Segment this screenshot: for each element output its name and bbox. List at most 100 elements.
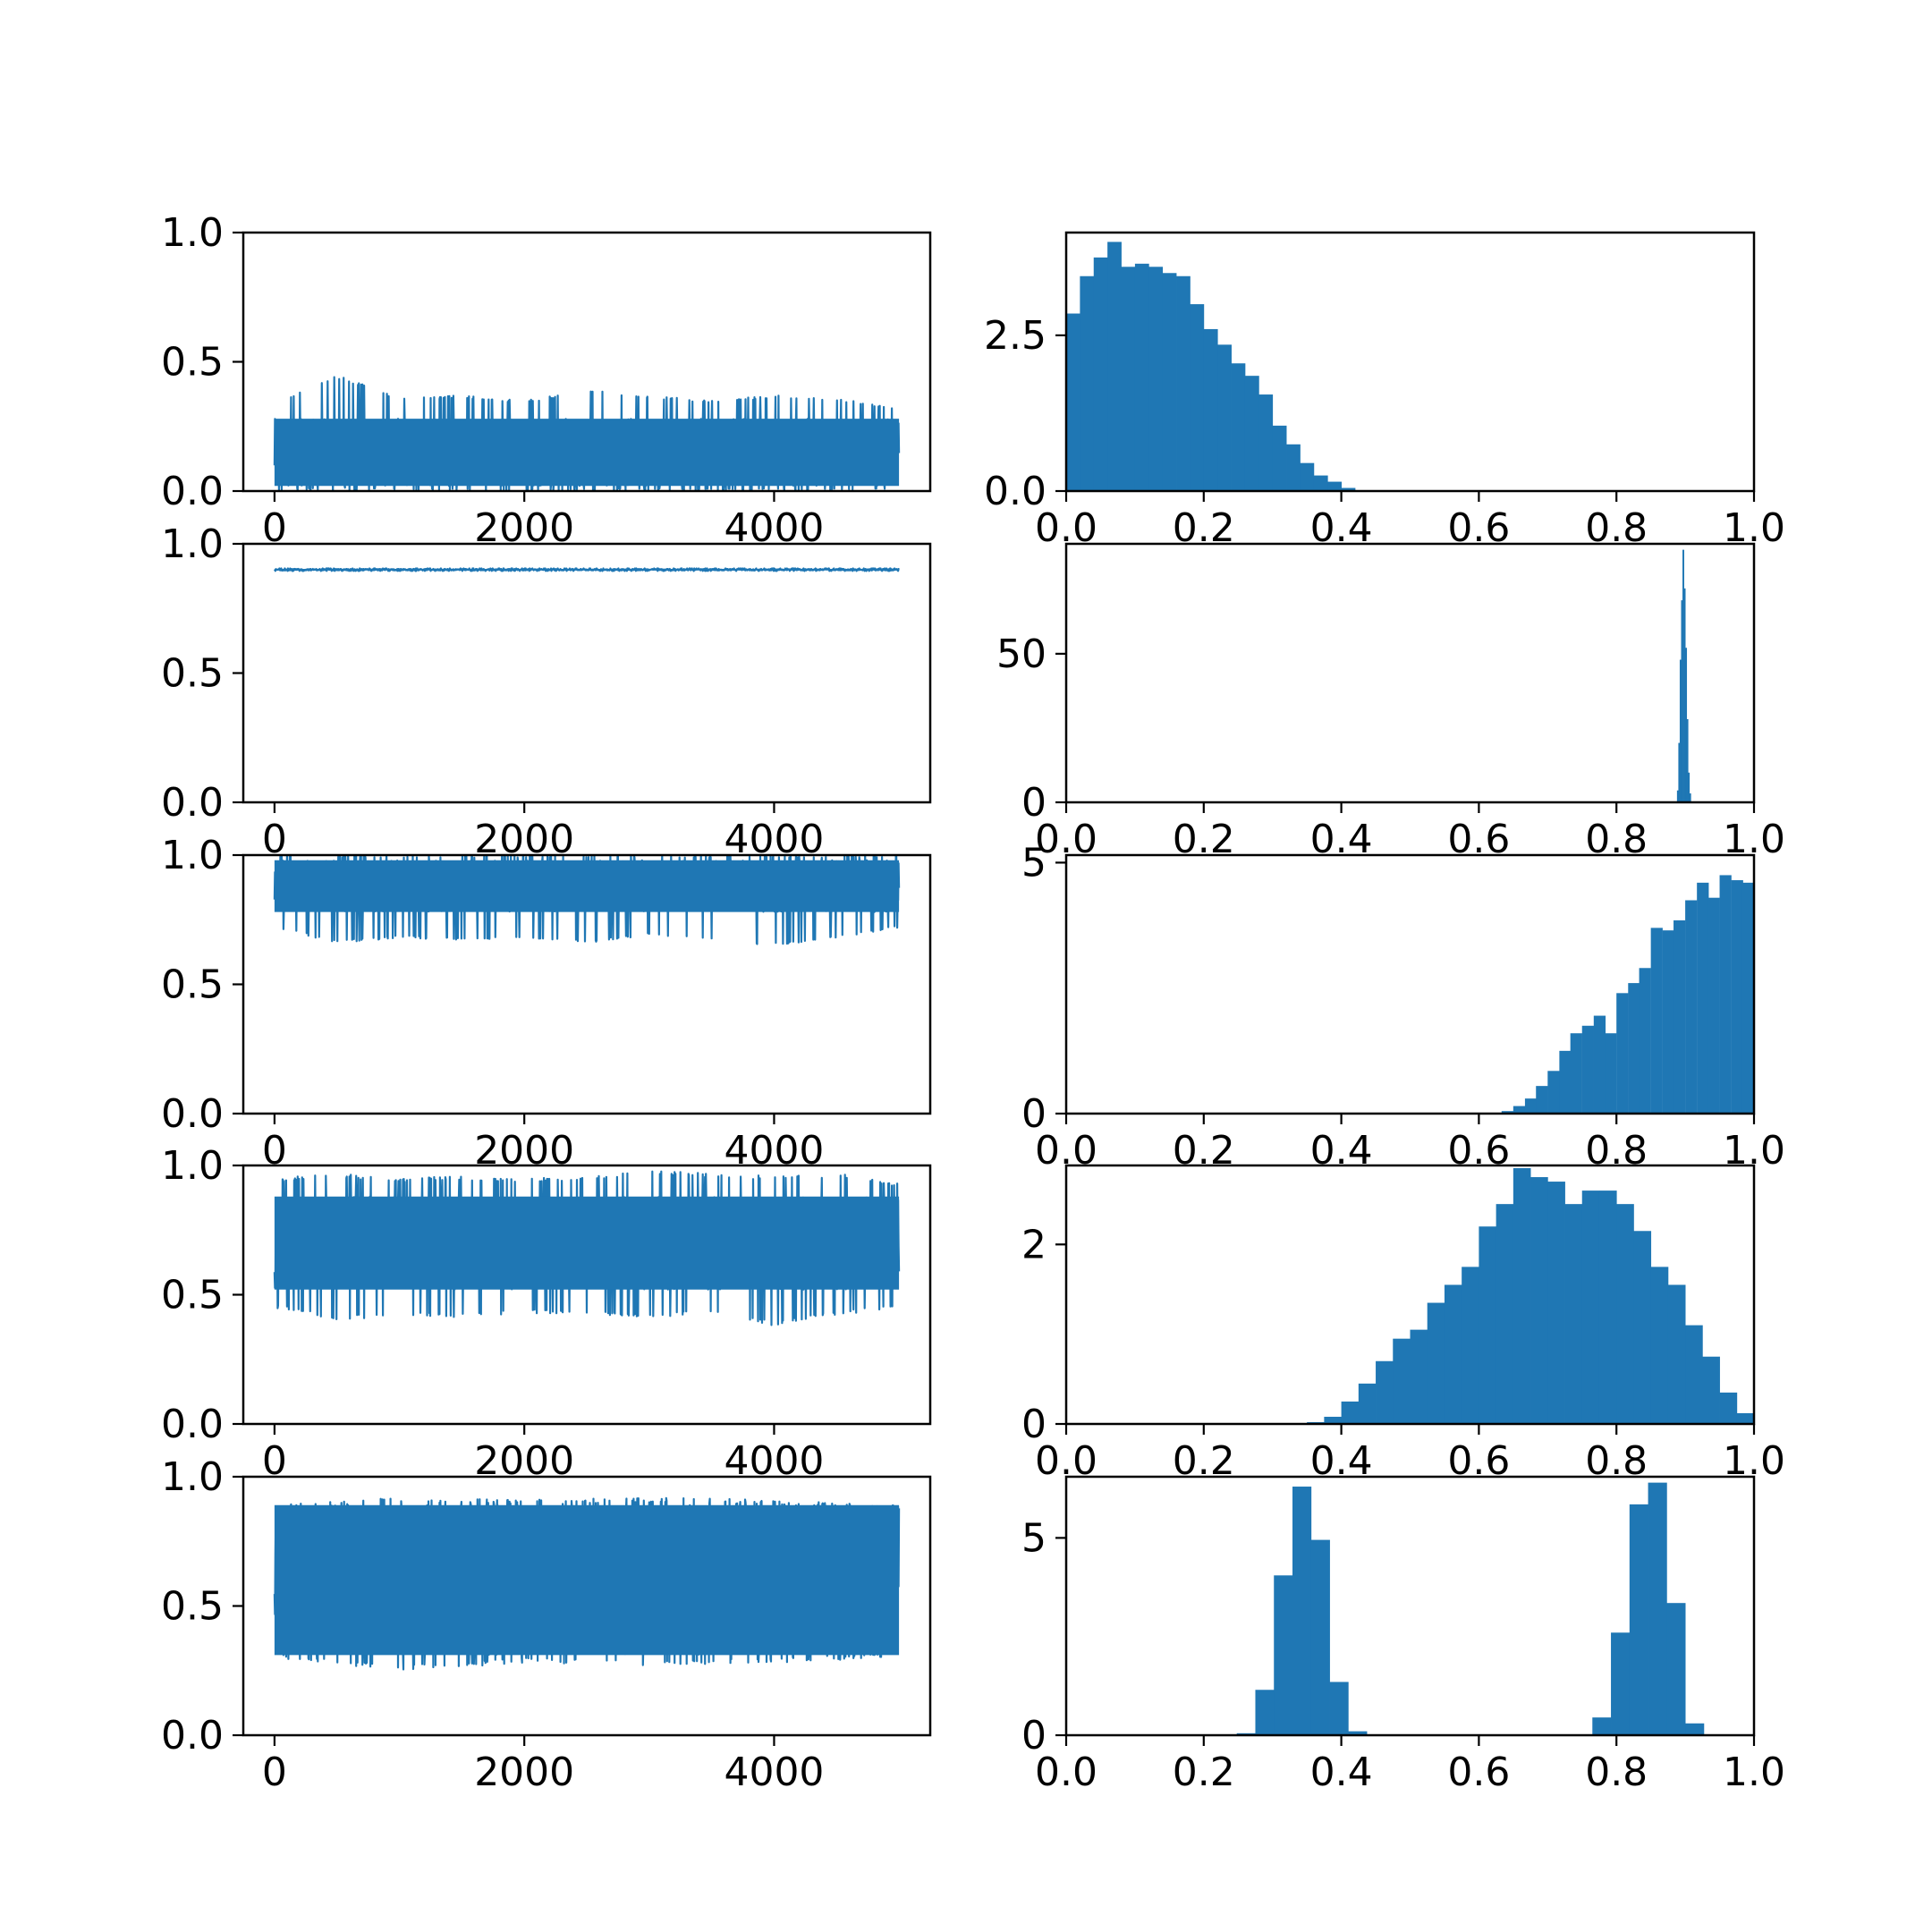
hist-1-bar (1300, 462, 1315, 491)
hist-1-bar (1258, 394, 1274, 491)
hist-3-xtick-label: 0.6 (1447, 1128, 1510, 1174)
hist-1-bar (1231, 363, 1246, 491)
hist-3-bar (1501, 1111, 1514, 1114)
hist-3-bar (1707, 897, 1720, 1114)
trace-3-xtick-label: 4000 (724, 1128, 824, 1174)
hist-1-ytick-label: 0.0 (984, 469, 1046, 514)
hist-2-bar (1678, 742, 1681, 802)
trace-5-ytick-label: 0.5 (161, 1584, 224, 1630)
hist-1-bar (1066, 313, 1080, 491)
trace-4-ytick-label: 0.5 (161, 1273, 224, 1318)
hist-3-bar (1639, 968, 1651, 1114)
hist-4-ytick-label: 2 (1021, 1222, 1046, 1267)
hist-4-bar (1341, 1401, 1360, 1424)
hist-4-bar (1530, 1177, 1548, 1424)
hist-4-bar (1358, 1383, 1377, 1424)
hist-1-bar (1162, 273, 1177, 491)
hist-3-bar (1628, 983, 1640, 1114)
hist-4-bar (1667, 1284, 1686, 1424)
hist-1-bar (1080, 275, 1095, 491)
hist-4-bar (1564, 1204, 1583, 1424)
trace-1-series-band (274, 419, 900, 487)
hist-3-bar (1581, 1025, 1594, 1114)
hist-5-bar (1329, 1682, 1349, 1735)
hist-1-axes-frame (1064, 231, 1756, 493)
hist-1-bar (1121, 267, 1136, 491)
hist-1-bar (1134, 263, 1149, 491)
hist-4-bar (1702, 1356, 1720, 1424)
hist-4-bar (1496, 1204, 1514, 1424)
hist-5-bar (1292, 1487, 1312, 1735)
trace-1-ytick-label: 0.0 (161, 469, 224, 514)
trace-2-ytick-label: 1.0 (161, 521, 224, 567)
hist-5-bar (1274, 1575, 1293, 1735)
trace-4-ytick-label: 1.0 (161, 1143, 224, 1189)
hist-4-bar (1581, 1191, 1600, 1424)
hist-4-bar (1547, 1182, 1565, 1424)
trace-3-series-band (274, 860, 900, 912)
trace-3-ytick-label: 0.0 (161, 1091, 224, 1137)
trace-1-ytick-label: 0.5 (161, 340, 224, 386)
hist-3-bar (1616, 993, 1629, 1114)
hist-5-bar (1611, 1632, 1631, 1735)
trace-2-ytick-label: 0.0 (161, 780, 224, 826)
hist-1-bar (1107, 242, 1122, 491)
hist-4-bar (1427, 1302, 1445, 1424)
hist-4-bar (1685, 1325, 1703, 1424)
hist-1-bar (1176, 275, 1191, 491)
hist-3-bar (1662, 930, 1674, 1114)
trace-3-ytick-label: 0.5 (161, 962, 224, 1008)
hist-1-ytick-label: 2.5 (984, 313, 1046, 359)
hist-5-xtick-label: 0.4 (1310, 1750, 1373, 1795)
trace-4-series-band (274, 1196, 900, 1290)
trace-5-xtick-label: 0 (262, 1750, 287, 1795)
panels: 0 2000 4000 0.0 0.5 1.0 0.0 0.2 0.4 0.6 0.8 1.0 0.0 2… (161, 210, 1785, 1795)
hist-1-bar (1148, 267, 1164, 491)
hist-1-bar (1327, 481, 1342, 491)
trace-3-xtick-label: 2000 (474, 1128, 574, 1174)
hist-3-bar (1731, 880, 1743, 1114)
hist-3-bar (1605, 1033, 1617, 1114)
trace-3-ytick-label: 1.0 (161, 833, 224, 878)
hist-5-bar (1255, 1690, 1275, 1735)
hist-4-bar (1393, 1338, 1411, 1424)
hist-1-bar (1272, 425, 1287, 491)
hist-3-bar (1513, 1106, 1526, 1114)
hist-3-xtick-label: 0.2 (1173, 1128, 1235, 1174)
hist-2-bar (1676, 790, 1679, 802)
trace-5-series-band (274, 1504, 900, 1656)
hist-3-bar (1593, 1015, 1606, 1114)
hist-4-bar (1479, 1226, 1497, 1424)
hist-5-panel: 0.0 0.2 0.4 0.6 0.8 1.0 0 5 (1021, 1475, 1785, 1795)
hist-3-bar (1741, 882, 1754, 1114)
trace-5-ytick-label: 0.0 (161, 1713, 224, 1758)
hist-3-bar (1559, 1050, 1572, 1114)
trace-4-data (273, 1170, 901, 1326)
trace-3-panel: 0 2000 4000 0.0 0.5 1.0 (161, 833, 932, 1174)
hist-5-bar (1666, 1603, 1686, 1735)
hist-1-bar (1217, 344, 1232, 491)
hist-5-xtick-label: 0.8 (1585, 1750, 1648, 1795)
hist-1-bar (1190, 304, 1205, 491)
hist-3-axes-frame (1064, 853, 1756, 1115)
hist-4-bar (1462, 1267, 1479, 1424)
hist-2-ytick-label: 50 (996, 631, 1046, 677)
hist-2-ytick-label: 0 (1021, 780, 1046, 826)
trace-2-data (274, 567, 900, 572)
hist-4-bar (1513, 1168, 1531, 1424)
hist-2-bar (1679, 659, 1682, 802)
trace-3-xtick-label: 0 (262, 1128, 287, 1174)
hist-5-bar (1348, 1731, 1368, 1735)
hist-5-bar (1685, 1723, 1705, 1735)
hist-4-bar (1719, 1392, 1738, 1424)
hist-4-bar (1410, 1329, 1428, 1424)
hist-5-xtick-label: 1.0 (1723, 1750, 1785, 1795)
trace-1-ytick-label: 1.0 (161, 210, 224, 256)
hist-2-bar (1681, 600, 1683, 802)
hist-5-bar (1310, 1539, 1330, 1735)
hist-2-axes-frame (1064, 542, 1756, 804)
hist-1-bar (1286, 444, 1301, 491)
trace-3-data (273, 855, 901, 945)
trace-5-data (273, 1496, 901, 1671)
hist-3-ytick-label: 5 (1021, 840, 1046, 886)
